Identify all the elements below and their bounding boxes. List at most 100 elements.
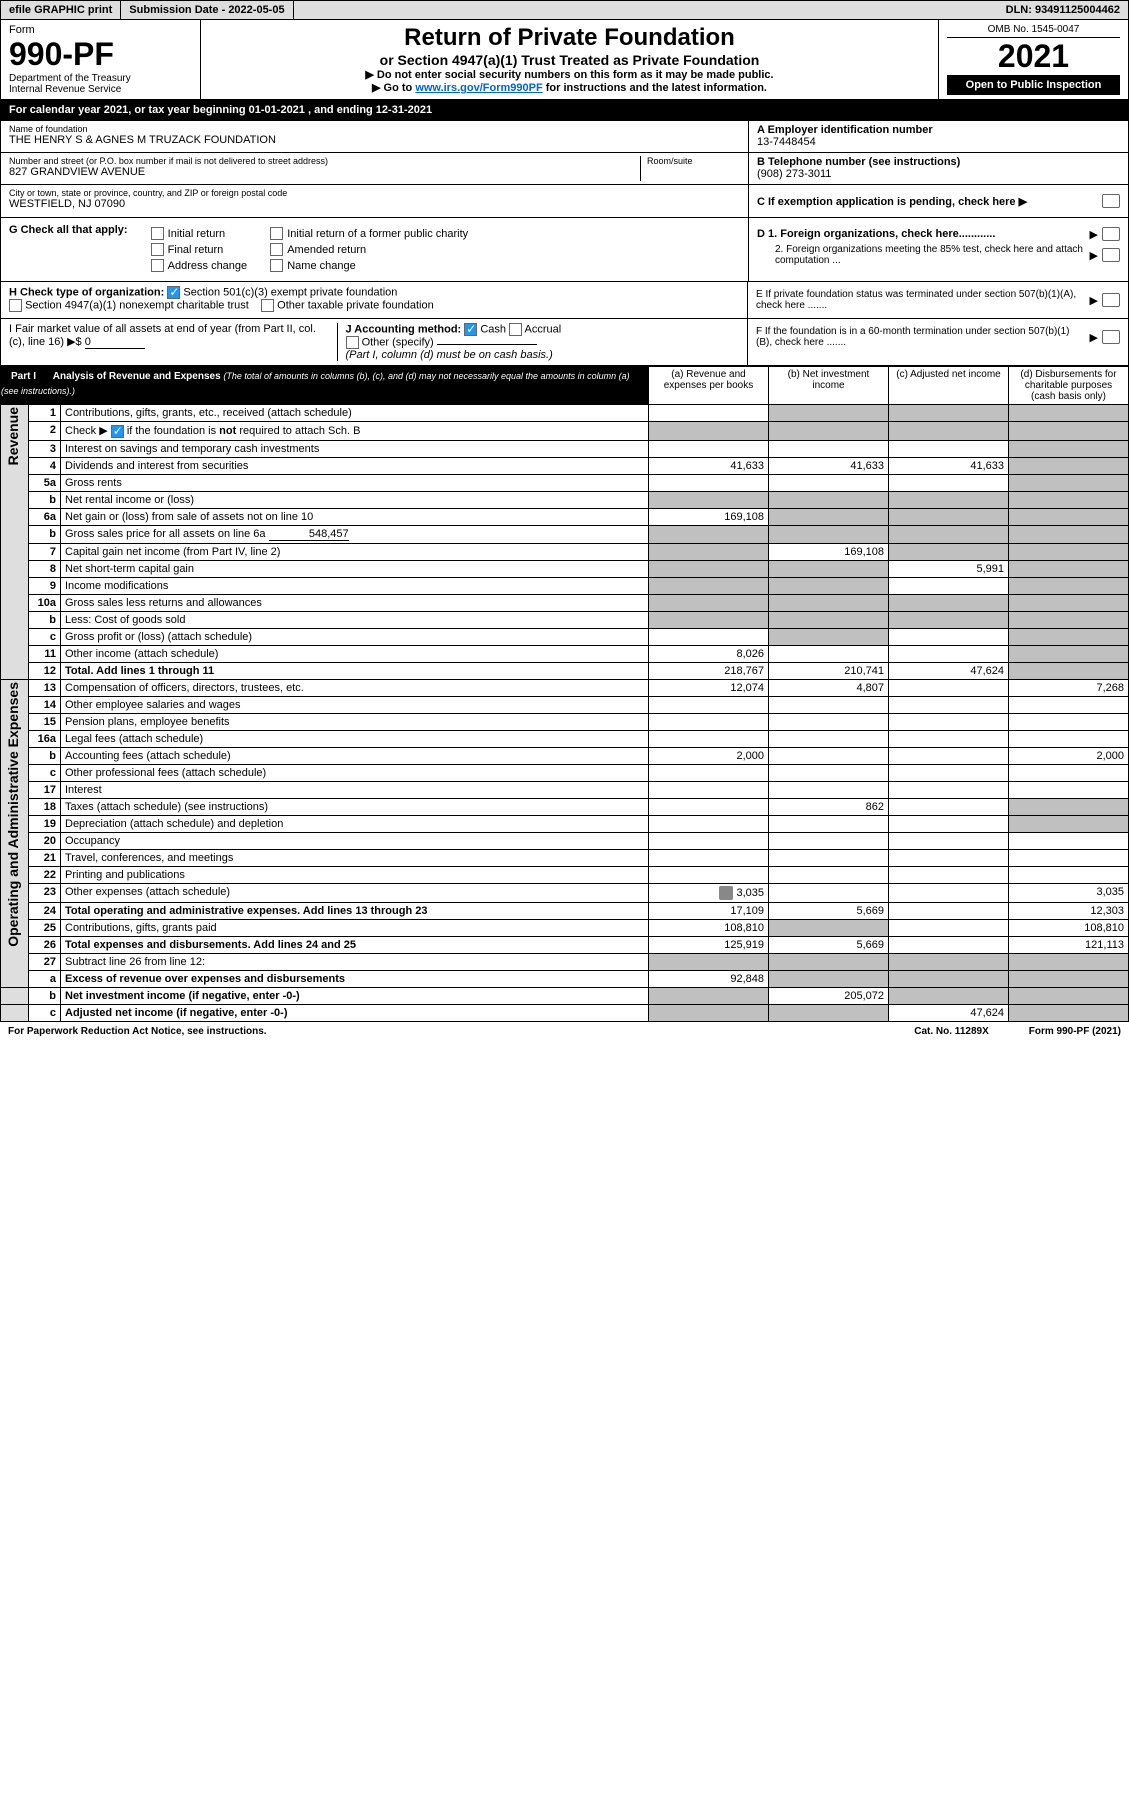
name-label: Name of foundation bbox=[9, 124, 740, 134]
amended-label: Amended return bbox=[287, 244, 366, 256]
row-26-d: 121,113 bbox=[1009, 936, 1129, 953]
expenses-side-label: Operating and Administrative Expenses bbox=[5, 682, 21, 947]
row-23-num: 23 bbox=[29, 883, 61, 902]
row-6b-num: b bbox=[29, 525, 61, 543]
row-6b-value: 548,457 bbox=[269, 528, 349, 541]
initial-return-checkbox[interactable] bbox=[151, 227, 164, 240]
row-22-desc: Printing and publications bbox=[61, 866, 649, 883]
row-16b-d: 2,000 bbox=[1009, 747, 1129, 764]
j-note: (Part I, column (d) must be on cash basi… bbox=[346, 349, 740, 361]
address-change-label: Address change bbox=[168, 260, 248, 272]
form-label: Form bbox=[9, 24, 192, 36]
c-checkbox[interactable] bbox=[1102, 194, 1120, 208]
row-5b-num: b bbox=[29, 491, 61, 508]
j-cash-checkbox[interactable] bbox=[464, 323, 477, 336]
row-3-desc: Interest on savings and temporary cash i… bbox=[61, 440, 649, 457]
row-14-num: 14 bbox=[29, 696, 61, 713]
j-accrual-checkbox[interactable] bbox=[509, 323, 522, 336]
section-h-e: H Check type of organization: Section 50… bbox=[0, 282, 1129, 319]
form-subtitle: or Section 4947(a)(1) Trust Treated as P… bbox=[209, 52, 930, 68]
part1-table: Part I Analysis of Revenue and Expenses … bbox=[0, 366, 1129, 1022]
row-27-num: 27 bbox=[29, 953, 61, 970]
street-address: 827 GRANDVIEW AVENUE bbox=[9, 166, 640, 178]
col-d-header: (d) Disbursements for charitable purpose… bbox=[1009, 367, 1129, 405]
row-20-num: 20 bbox=[29, 832, 61, 849]
f-label: F If the foundation is in a 60-month ter… bbox=[756, 326, 1086, 348]
row-10b-num: b bbox=[29, 611, 61, 628]
row-13-b: 4,807 bbox=[769, 679, 889, 696]
schb-checkbox[interactable] bbox=[111, 425, 124, 438]
row-13-num: 13 bbox=[29, 679, 61, 696]
row-17-num: 17 bbox=[29, 781, 61, 798]
f-checkbox[interactable] bbox=[1102, 330, 1120, 344]
row-10b-desc: Less: Cost of goods sold bbox=[61, 611, 649, 628]
e-checkbox[interactable] bbox=[1102, 293, 1120, 307]
h-4947-checkbox[interactable] bbox=[9, 299, 22, 312]
h-other-checkbox[interactable] bbox=[261, 299, 274, 312]
row-5b-desc: Net rental income or (loss) bbox=[61, 491, 649, 508]
row-24-a: 17,109 bbox=[649, 902, 769, 919]
j-other-checkbox[interactable] bbox=[346, 336, 359, 349]
row-3-num: 3 bbox=[29, 440, 61, 457]
h-501c3-label: Section 501(c)(3) exempt private foundat… bbox=[183, 286, 397, 298]
name-change-label: Name change bbox=[287, 260, 356, 272]
row-7-num: 7 bbox=[29, 543, 61, 560]
h-501c3-checkbox[interactable] bbox=[167, 286, 180, 299]
row-12-c: 47,624 bbox=[889, 662, 1009, 679]
row-7-desc: Capital gain net income (from Part IV, l… bbox=[61, 543, 649, 560]
row-12-desc: Total. Add lines 1 through 11 bbox=[61, 662, 649, 679]
name-change-checkbox[interactable] bbox=[270, 259, 283, 272]
row-11-desc: Other income (attach schedule) bbox=[61, 645, 649, 662]
row-27c-c: 47,624 bbox=[889, 1004, 1009, 1021]
amended-checkbox[interactable] bbox=[270, 243, 283, 256]
row-6b-desc: Gross sales price for all assets on line… bbox=[61, 525, 649, 543]
open-public: Open to Public Inspection bbox=[947, 75, 1120, 95]
row-16b-desc: Accounting fees (attach schedule) bbox=[61, 747, 649, 764]
page-footer: For Paperwork Reduction Act Notice, see … bbox=[0, 1022, 1129, 1041]
attachment-icon[interactable] bbox=[719, 886, 733, 900]
d2-checkbox[interactable] bbox=[1102, 248, 1120, 262]
row-5a-num: 5a bbox=[29, 474, 61, 491]
dept: Department of the Treasury bbox=[9, 73, 192, 84]
row-4-c: 41,633 bbox=[889, 457, 1009, 474]
tax-year: 2021 bbox=[947, 38, 1120, 75]
row-6a-a: 169,108 bbox=[649, 508, 769, 525]
c-label: C If exemption application is pending, c… bbox=[757, 195, 1027, 208]
form-title: Return of Private Foundation bbox=[209, 24, 930, 52]
row-26-num: 26 bbox=[29, 936, 61, 953]
final-return-checkbox[interactable] bbox=[151, 243, 164, 256]
row-23-a: 3,035 bbox=[649, 883, 769, 902]
row-8-c: 5,991 bbox=[889, 560, 1009, 577]
info-grid: Name of foundation THE HENRY S & AGNES M… bbox=[0, 121, 1129, 218]
j-other-input[interactable] bbox=[437, 344, 537, 345]
row-16b-a: 2,000 bbox=[649, 747, 769, 764]
h-label: H Check type of organization: bbox=[9, 286, 164, 298]
city-state-zip: WESTFIELD, NJ 07090 bbox=[9, 198, 740, 210]
row-7-b: 169,108 bbox=[769, 543, 889, 560]
initial-former-checkbox[interactable] bbox=[270, 227, 283, 240]
d1-checkbox[interactable] bbox=[1102, 227, 1120, 241]
row-15-desc: Pension plans, employee benefits bbox=[61, 713, 649, 730]
form-header: Form 990-PF Department of the Treasury I… bbox=[0, 20, 1129, 100]
room-label: Room/suite bbox=[647, 156, 740, 166]
footer-formref: Form 990-PF (2021) bbox=[1029, 1026, 1121, 1037]
address-change-checkbox[interactable] bbox=[151, 259, 164, 272]
tel-label: B Telephone number (see instructions) bbox=[757, 156, 1120, 168]
row-5a-desc: Gross rents bbox=[61, 474, 649, 491]
section-g-d: G Check all that apply: Initial return F… bbox=[0, 218, 1129, 282]
row-4-desc: Dividends and interest from securities bbox=[61, 457, 649, 474]
row-17-desc: Interest bbox=[61, 781, 649, 798]
row-25-a: 108,810 bbox=[649, 919, 769, 936]
i-label: I Fair market value of all assets at end… bbox=[9, 323, 316, 348]
row-4-b: 41,633 bbox=[769, 457, 889, 474]
row-23-d: 3,035 bbox=[1009, 883, 1129, 902]
row-8-desc: Net short-term capital gain bbox=[61, 560, 649, 577]
row-26-a: 125,919 bbox=[649, 936, 769, 953]
row-27a-num: a bbox=[29, 970, 61, 987]
row-1-desc: Contributions, gifts, grants, etc., rece… bbox=[61, 405, 649, 422]
row-8-num: 8 bbox=[29, 560, 61, 577]
row-24-desc: Total operating and administrative expen… bbox=[61, 902, 649, 919]
top-bar: efile GRAPHIC print Submission Date - 20… bbox=[0, 0, 1129, 20]
efile-tag[interactable]: efile GRAPHIC print bbox=[1, 1, 121, 19]
form990pf-link[interactable]: www.irs.gov/Form990PF bbox=[415, 82, 542, 94]
